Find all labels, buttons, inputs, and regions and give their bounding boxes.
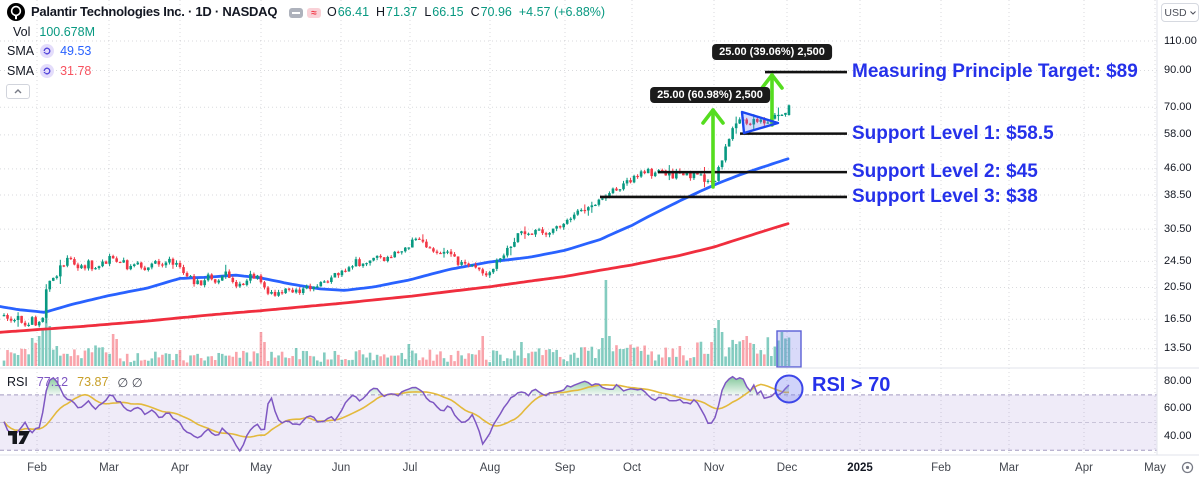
time-tick-Mar: Mar	[999, 462, 1019, 474]
rsi-params: ∅ ∅	[117, 376, 143, 390]
support-annotation-text-2[interactable]: Support Level 2: $45	[852, 161, 1038, 183]
close-value: 70.96	[480, 5, 512, 19]
sma-fast-label: SMA	[7, 44, 35, 58]
rsi-line	[3, 375, 790, 453]
time-tick-Nov: Nov	[703, 462, 725, 474]
hide-indicator-badge[interactable]	[289, 8, 303, 18]
price-tick-58.00: 58.00	[1164, 128, 1192, 141]
sma-fast-legend: SMA 49.53	[7, 44, 91, 58]
sma-slow-loop-icon[interactable]	[40, 64, 55, 78]
rsi-value: 77.12	[36, 375, 69, 389]
measured-move-arrow-2[interactable]	[760, 73, 784, 127]
rsi-tick-60.00: 60.00	[1164, 402, 1192, 415]
rsi-ma-value: 73.87	[77, 375, 109, 389]
time-tick-Mar: Mar	[99, 462, 119, 474]
price-tick-20.50: 20.50	[1164, 280, 1192, 293]
time-tick-Sep: Sep	[554, 462, 576, 474]
pennant-triangle[interactable]	[740, 110, 780, 135]
volume-label: Vol	[13, 25, 31, 39]
open-label: O	[327, 5, 337, 19]
time-tick-Jun: Jun	[331, 462, 351, 474]
rsi-circle-annotation[interactable]	[774, 374, 804, 404]
volume-legend: Vol 100.678M	[13, 25, 95, 39]
collapse-indicators-button[interactable]	[6, 84, 30, 99]
drawing-annotations	[600, 70, 847, 404]
sma-fast-loop-icon[interactable]	[40, 44, 55, 58]
target-annotation-text[interactable]: Measuring Principle Target: $89	[852, 61, 1138, 83]
ohlc-readout: O 66.41 H 71.37 L 66.15 C 70.96 +4.57 (+6.88…	[327, 5, 605, 19]
chevron-down-icon	[1189, 10, 1196, 15]
rsi-label: RSI	[7, 375, 28, 389]
wave-badge-glyph: ≈	[311, 7, 317, 19]
high-label: H	[376, 5, 386, 19]
sma-fast-line	[0, 157, 790, 314]
palantir-logo-icon	[7, 3, 25, 21]
price-tick-24.50: 24.50	[1164, 254, 1192, 267]
measured-move-label-1[interactable]: 25.00 (60.98%) 2,500	[650, 87, 770, 103]
support-annotation-text-3[interactable]: Support Level 3: $38	[852, 185, 1038, 207]
measured-move-arrow-1[interactable]	[701, 108, 725, 189]
change-value: +4.57 (+6.88%)	[518, 5, 606, 19]
chart-layers	[0, 0, 1157, 455]
chevron-up-icon	[14, 89, 22, 94]
time-tick-Jul: Jul	[402, 462, 418, 474]
currency-selector[interactable]: USD	[1161, 3, 1199, 22]
wave-badge[interactable]: ≈	[307, 7, 321, 19]
price-tick-70.00: 70.00	[1164, 100, 1192, 113]
price-tick-38.50: 38.50	[1164, 188, 1192, 201]
symbol-title[interactable]: Palantir Technologies Inc. · 1D · NASDAQ	[31, 4, 278, 19]
measured-move-label-2[interactable]: 25.00 (39.06%) 2,500	[712, 44, 832, 60]
low-label: L	[424, 5, 432, 19]
price-tick-16.50: 16.50	[1164, 312, 1192, 325]
rsi-tick-40.00: 40.00	[1164, 429, 1192, 442]
low-value: 66.15	[432, 5, 464, 19]
sma-slow-label: SMA	[7, 64, 35, 78]
time-tick-May: May	[250, 462, 272, 474]
price-tick-90.00: 90.00	[1164, 63, 1192, 76]
currency-label: USD	[1164, 6, 1187, 19]
close-label: C	[470, 5, 480, 19]
volume-value: 100.678M	[39, 25, 95, 39]
rsi-annotation-text[interactable]: RSI > 70	[812, 374, 891, 396]
rsi-ma-line	[3, 383, 790, 438]
time-tick-Oct: Oct	[623, 462, 641, 474]
time-tick-Feb: Feb	[931, 462, 951, 474]
grid	[0, 0, 1157, 455]
time-tick-Feb: Feb	[27, 462, 47, 474]
time-tick-Dec: Dec	[776, 462, 798, 474]
time-tick-Aug: Aug	[479, 462, 501, 474]
rsi-legend: RSI 77.12 73.87 ∅ ∅	[7, 375, 143, 390]
time-tick-Apr: Apr	[171, 462, 189, 474]
volume-bars	[2, 280, 791, 366]
price-tick-110.00: 110.00	[1164, 34, 1197, 47]
high-value: 71.37	[386, 5, 418, 19]
open-value: 66.41	[337, 5, 370, 19]
sma-slow-value: 31.78	[60, 64, 92, 78]
timezone-settings-icon[interactable]	[1181, 461, 1194, 474]
sma-fast-value: 49.53	[60, 44, 92, 58]
sma-slow-line	[0, 222, 790, 334]
time-tick-Apr: Apr	[1075, 462, 1093, 474]
sma-slow-legend: SMA 31.78	[7, 64, 91, 78]
time-tick-May: May	[1144, 462, 1166, 474]
tradingview-watermark	[8, 428, 32, 448]
price-tick-30.50: 30.50	[1164, 222, 1192, 235]
support-annotation-text-1[interactable]: Support Level 1: $58.5	[852, 122, 1054, 144]
rsi-tick-80.00: 80.00	[1164, 374, 1192, 387]
candles	[2, 104, 791, 328]
volume-highlight-box	[776, 330, 802, 368]
price-tick-46.00: 46.00	[1164, 162, 1192, 175]
rsi-overbought-fill	[46, 376, 789, 395]
price-tick-13.50: 13.50	[1164, 342, 1192, 355]
time-tick-2025: 2025	[847, 462, 873, 474]
